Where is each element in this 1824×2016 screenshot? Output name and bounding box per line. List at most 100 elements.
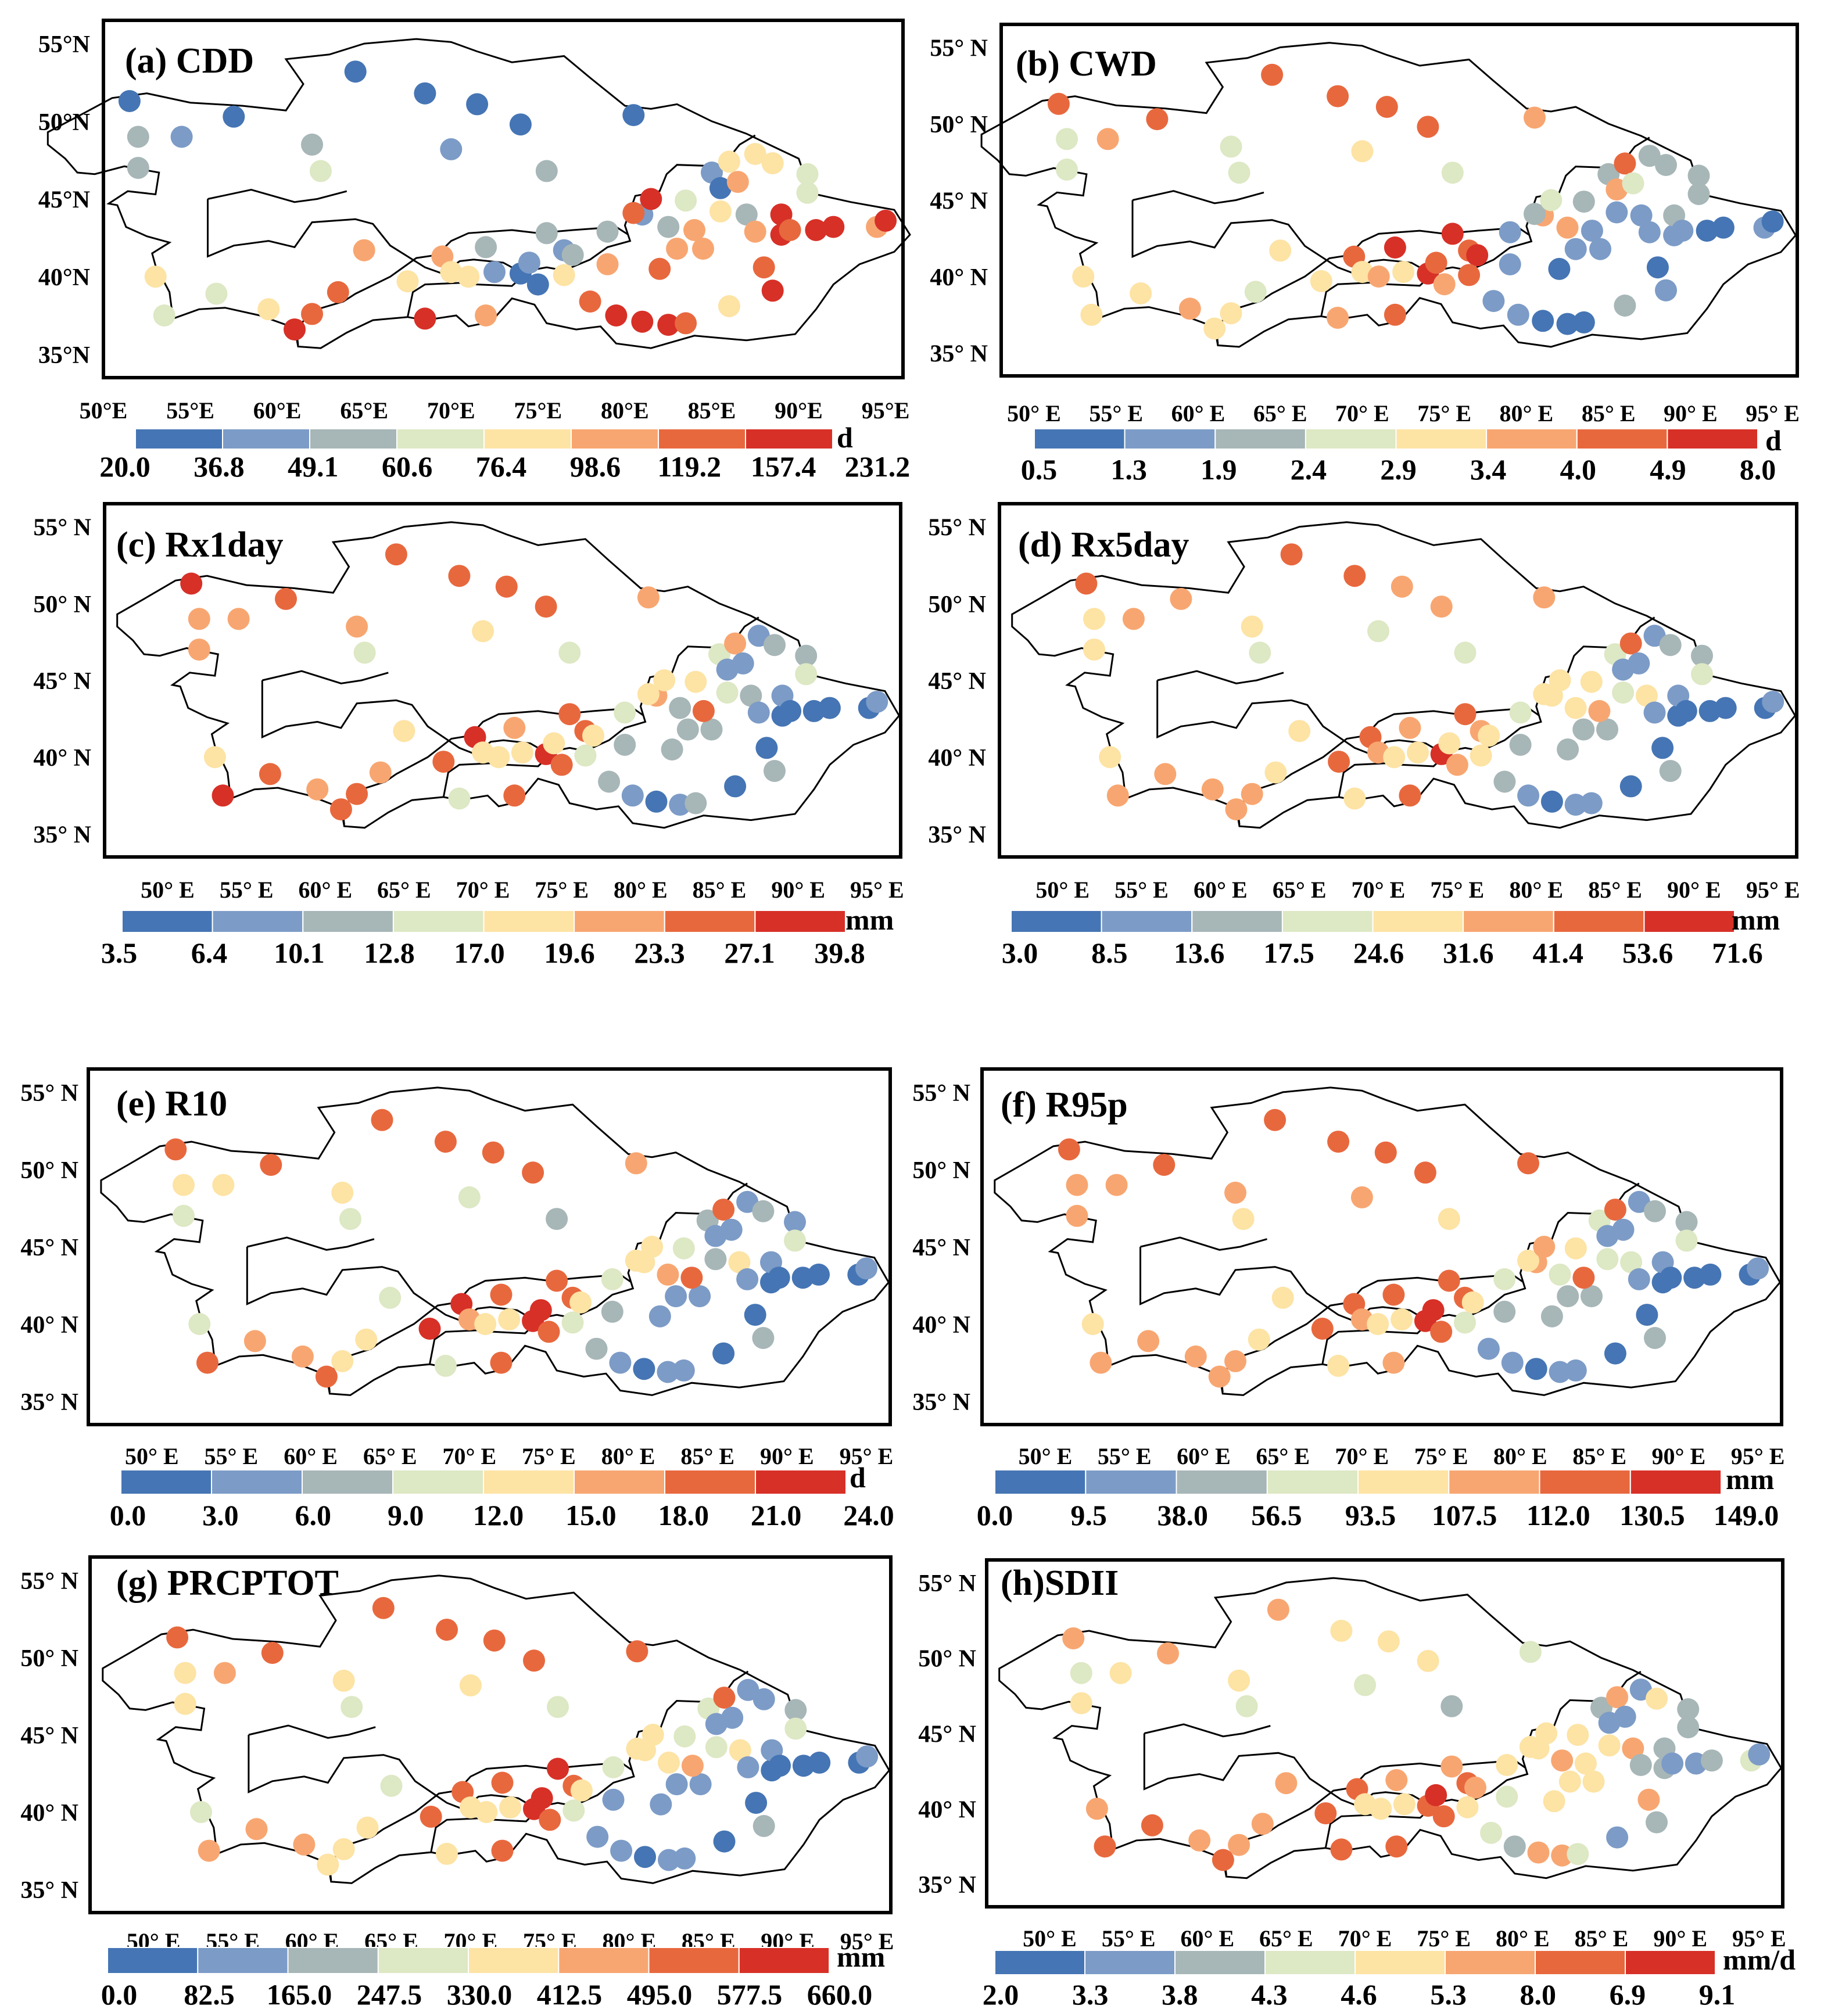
lon-tick-label: 65° E	[1259, 1925, 1313, 1952]
lat-tick-label: 50°N	[38, 109, 90, 136]
colorbar-swatch	[1191, 910, 1283, 933]
station-marker	[245, 1818, 268, 1841]
station-marker	[1454, 703, 1477, 726]
station-marker	[689, 1773, 712, 1796]
lat-tick-label: 35° N	[33, 822, 91, 848]
panel-title-b: (b) CWD	[1016, 44, 1157, 84]
station-marker	[1655, 279, 1677, 302]
colorbar-swatch	[1264, 1950, 1356, 1975]
panel-title-g: (g) PRCPTOT	[116, 1563, 339, 1603]
colorbar-break-label: 0.0	[110, 1499, 146, 1531]
colorbar-break-label: 1.3	[1110, 453, 1147, 486]
station-marker	[1228, 162, 1250, 184]
station-marker	[752, 1815, 775, 1837]
colorbar-swatch	[1553, 910, 1645, 933]
lon-tick-label: 50° E	[1023, 1925, 1077, 1952]
station-marker	[1604, 1342, 1626, 1365]
colorbar-break-label: 3.0	[1002, 937, 1038, 969]
station-marker	[434, 1354, 457, 1377]
colorbar-break-label: 82.5	[184, 1978, 235, 2011]
panel-title-a: (a) CDD	[125, 41, 254, 81]
station-marker	[1687, 183, 1710, 205]
lon-labels-f: 50° E 55° E 60° E 65° E 70° E 75° E 80° E 85° E…	[1019, 1443, 1785, 1469]
station-marker	[1493, 770, 1516, 793]
station-marker	[586, 1825, 609, 1848]
station-marker	[1367, 266, 1390, 288]
station-marker	[614, 701, 636, 724]
station-marker	[346, 615, 368, 638]
station-marker	[685, 670, 707, 693]
station-marker	[1080, 303, 1103, 326]
colorbar-break-label: 149.0	[1714, 1499, 1779, 1531]
lon-tick-label: 55° E	[1115, 877, 1169, 903]
colorbar-break-label: 93.5	[1345, 1499, 1396, 1531]
station-marker	[569, 1291, 592, 1314]
colorbar-break-label: 13.6	[1174, 937, 1225, 969]
panel-g: (g) PRCPTOT 55° N 50° N 45° N 40° N 35° N 50…	[20, 1555, 894, 2011]
station-markers-f	[1058, 1109, 1769, 1388]
station-marker	[353, 239, 375, 261]
station-markers-g	[166, 1597, 879, 1876]
station-marker	[1519, 1641, 1542, 1663]
colorbar-break-label: 53.6	[1622, 937, 1674, 969]
lon-tick-label: 55° E	[220, 877, 274, 903]
station-marker	[1440, 1755, 1463, 1778]
station-marker	[1480, 1821, 1503, 1844]
station-marker	[614, 734, 636, 756]
lon-tick-label: 60° E	[1171, 400, 1225, 426]
lon-tick-label: 55° E	[1098, 1443, 1152, 1469]
station-marker	[633, 1358, 655, 1380]
lat-labels-g: 55° N 50° N 45° N 40° N 35° N	[20, 1568, 78, 1904]
station-marker	[1509, 734, 1532, 756]
station-marker	[808, 1751, 831, 1774]
colorbar-break-label: 119.2	[657, 450, 721, 483]
station-marker	[648, 1305, 671, 1328]
station-marker	[188, 638, 210, 661]
station-marker	[683, 219, 705, 241]
station-marker	[1527, 1841, 1550, 1864]
station-marker	[1081, 1313, 1104, 1335]
station-marker	[522, 1161, 544, 1184]
station-marker	[372, 1597, 395, 1619]
station-marker	[1350, 1186, 1373, 1208]
lon-tick-label: 95° E	[850, 877, 904, 903]
station-marker	[558, 641, 581, 664]
station-marker	[689, 1285, 711, 1308]
colorbar-a	[135, 428, 833, 450]
colorbar-break-label: 1.9	[1201, 453, 1237, 486]
lat-tick-label: 45° N	[20, 1235, 78, 1261]
lon-tick-label: 75° E	[522, 1443, 576, 1469]
station-marker	[784, 1717, 807, 1740]
station-marker	[1533, 586, 1556, 609]
station-marker	[769, 1755, 791, 1777]
station-marker	[579, 290, 601, 313]
station-marker	[1280, 543, 1303, 566]
lat-tick-label: 50° N	[33, 591, 91, 618]
colorbar-swatch	[1535, 1950, 1626, 1975]
station-marker	[205, 282, 228, 305]
station-marker	[212, 1174, 235, 1196]
lon-tick-label: 60° E	[298, 877, 352, 903]
station-marker	[1596, 718, 1618, 741]
station-marker	[1433, 273, 1456, 296]
station-marker	[1438, 1269, 1460, 1292]
station-marker	[1596, 1248, 1619, 1271]
station-marker	[675, 312, 697, 335]
station-marker	[1062, 1627, 1085, 1649]
station-marker	[796, 181, 819, 204]
station-marker	[1699, 1263, 1722, 1286]
colorbar-swatch	[1266, 1469, 1359, 1495]
colorbar-f	[994, 1469, 1722, 1495]
station-marker	[174, 1662, 196, 1684]
station-marker	[414, 307, 436, 330]
colorbar-swatch	[1124, 428, 1216, 450]
station-marker	[713, 1830, 736, 1853]
station-marker	[529, 1299, 552, 1322]
map-frame-h	[985, 1558, 1784, 1909]
station-marker	[1762, 691, 1784, 713]
panel-title-f: (f) R95p	[1001, 1085, 1128, 1125]
lon-tick-label: 85° E	[1588, 877, 1642, 903]
lat-tick-label: 35° N	[20, 1389, 78, 1416]
station-marker	[1269, 239, 1292, 262]
